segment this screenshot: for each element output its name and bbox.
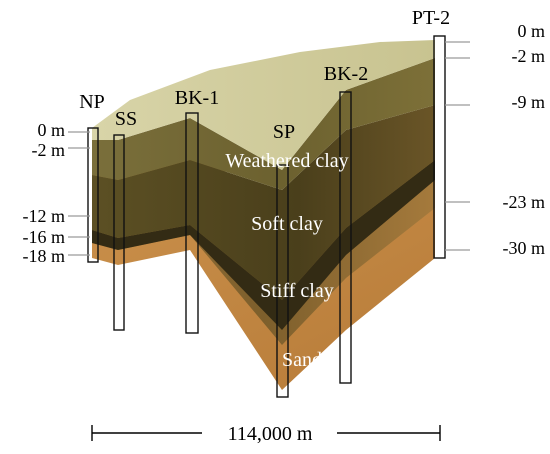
layer-label-sand: Sand — [282, 349, 322, 371]
borehole-ss — [113, 134, 125, 331]
borehole-label-np: NP — [79, 91, 105, 113]
layer-label-stiff: Stiff clay — [260, 280, 334, 302]
weathered-clay-layer — [92, 58, 435, 190]
left-depth-label: -16 m — [23, 227, 66, 247]
right-depth-label: -2 m — [512, 46, 546, 66]
borehole-np — [87, 127, 99, 263]
borehole-bk2 — [339, 91, 352, 384]
right-depth-label: -9 m — [512, 92, 546, 112]
borehole-label-bk1: BK-1 — [175, 87, 219, 109]
right-depth-label: -30 m — [503, 238, 546, 258]
left-depth-label: -12 m — [23, 206, 66, 226]
dark-clay-band — [92, 160, 435, 330]
ground-surface — [92, 40, 435, 170]
layer-label-soft: Soft clay — [251, 213, 323, 235]
right-depth-label: 0 m — [517, 21, 545, 41]
right-depth-label: -23 m — [503, 192, 546, 212]
left-depth-label: -2 m — [32, 140, 66, 160]
borehole-label-bk2: BK-2 — [324, 63, 368, 85]
left-depth-label: -18 m — [23, 246, 66, 266]
layer-label-weathered: Weathered clay — [225, 150, 348, 172]
borehole-pt2 — [433, 35, 446, 259]
borehole-bk1 — [185, 112, 199, 334]
width-label: 114,000 m — [228, 423, 313, 445]
borehole-label-pt2: PT-2 — [412, 7, 450, 29]
borehole-label-ss: SS — [115, 108, 137, 130]
left-depth-label: 0 m — [37, 120, 65, 140]
borehole-label-sp: SP — [273, 121, 295, 143]
soft-clay-layer — [92, 105, 435, 300]
borehole-sp — [276, 164, 289, 398]
